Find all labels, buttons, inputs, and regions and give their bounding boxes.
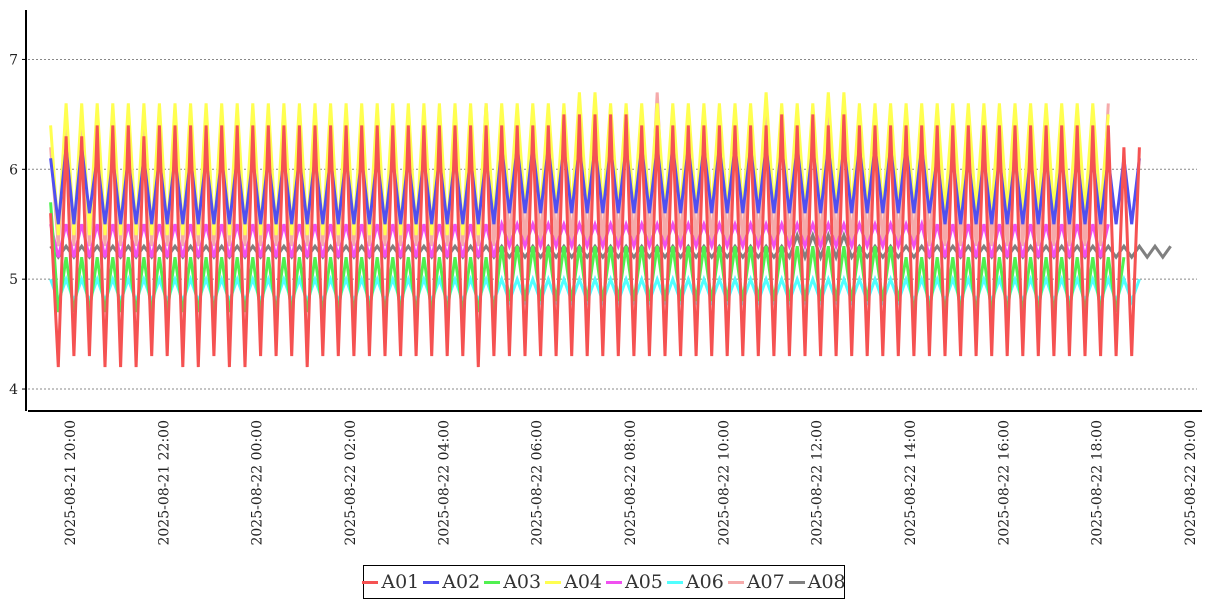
- x-tick-label: 2025-08-22 18:00: [1090, 420, 1106, 546]
- y-tick-label: 5: [9, 272, 18, 288]
- legend-label: A04: [564, 571, 602, 593]
- legend-swatch: [727, 580, 744, 584]
- legend-swatch: [423, 580, 440, 584]
- x-tick-label: 2025-08-22 16:00: [996, 420, 1012, 546]
- legend-label: A05: [625, 571, 663, 593]
- x-tick-label: 2025-08-22 06:00: [530, 420, 546, 546]
- legend-label: A02: [442, 571, 481, 593]
- legend-swatch: [362, 580, 379, 584]
- legend-label: A06: [685, 571, 724, 593]
- series-line-a01: [49, 114, 1141, 368]
- legend-swatch: [484, 580, 501, 584]
- x-tick-label: 2025-08-22 10:00: [716, 420, 732, 546]
- y-tick-labels: 4 5 6 7: [9, 52, 26, 398]
- x-tick-label: 2025-08-22 14:00: [903, 420, 919, 546]
- legend-item-a02[interactable]: A02: [423, 571, 480, 593]
- legend-swatch: [666, 580, 683, 584]
- axes: [25, 10, 1202, 412]
- x-tick-label: 2025-08-21 20:00: [63, 420, 79, 546]
- x-tick-label: 2025-08-21 22:00: [156, 420, 172, 546]
- legend-item-a01[interactable]: A01: [362, 571, 419, 593]
- legend-label: A01: [381, 571, 420, 593]
- x-tick-labels: 2025-08-21 20:00 2025-08-21 22:00 2025-08-…: [63, 420, 1199, 546]
- legend-label: A07: [746, 571, 785, 593]
- series-line-a06: [49, 274, 1141, 306]
- series-lines: [49, 92, 1172, 368]
- x-tick-label: 2025-08-22 04:00: [436, 420, 452, 546]
- legend-item-a05[interactable]: A05: [606, 571, 663, 593]
- legend-item-a04[interactable]: A04: [545, 571, 602, 593]
- x-tick-label: 2025-08-22 20:00: [1183, 420, 1199, 546]
- chart-legend: A01 A02 A03 A04 A05 A06 A07 A08: [362, 565, 846, 599]
- legend-swatch: [545, 580, 562, 584]
- legend-swatch: [606, 580, 622, 584]
- x-tick-label: 2025-08-22 00:00: [250, 420, 266, 546]
- legend-label: A08: [807, 571, 846, 593]
- y-tick-label: 6: [9, 162, 18, 178]
- legend-item-a06[interactable]: A06: [666, 571, 724, 593]
- y-tick-label: 4: [9, 382, 18, 398]
- x-tick-label: 2025-08-22 12:00: [810, 420, 826, 546]
- x-tick-label: 2025-08-22 02:00: [343, 420, 359, 546]
- legend-label: A03: [503, 571, 542, 593]
- x-tick-label: 2025-08-22 08:00: [623, 420, 639, 546]
- legend-item-a07[interactable]: A07: [727, 571, 785, 593]
- legend-swatch: [788, 580, 805, 584]
- y-tick-label: 7: [9, 52, 18, 68]
- legend-item-a03[interactable]: A03: [484, 571, 541, 593]
- legend-item-a08[interactable]: A08: [788, 571, 846, 593]
